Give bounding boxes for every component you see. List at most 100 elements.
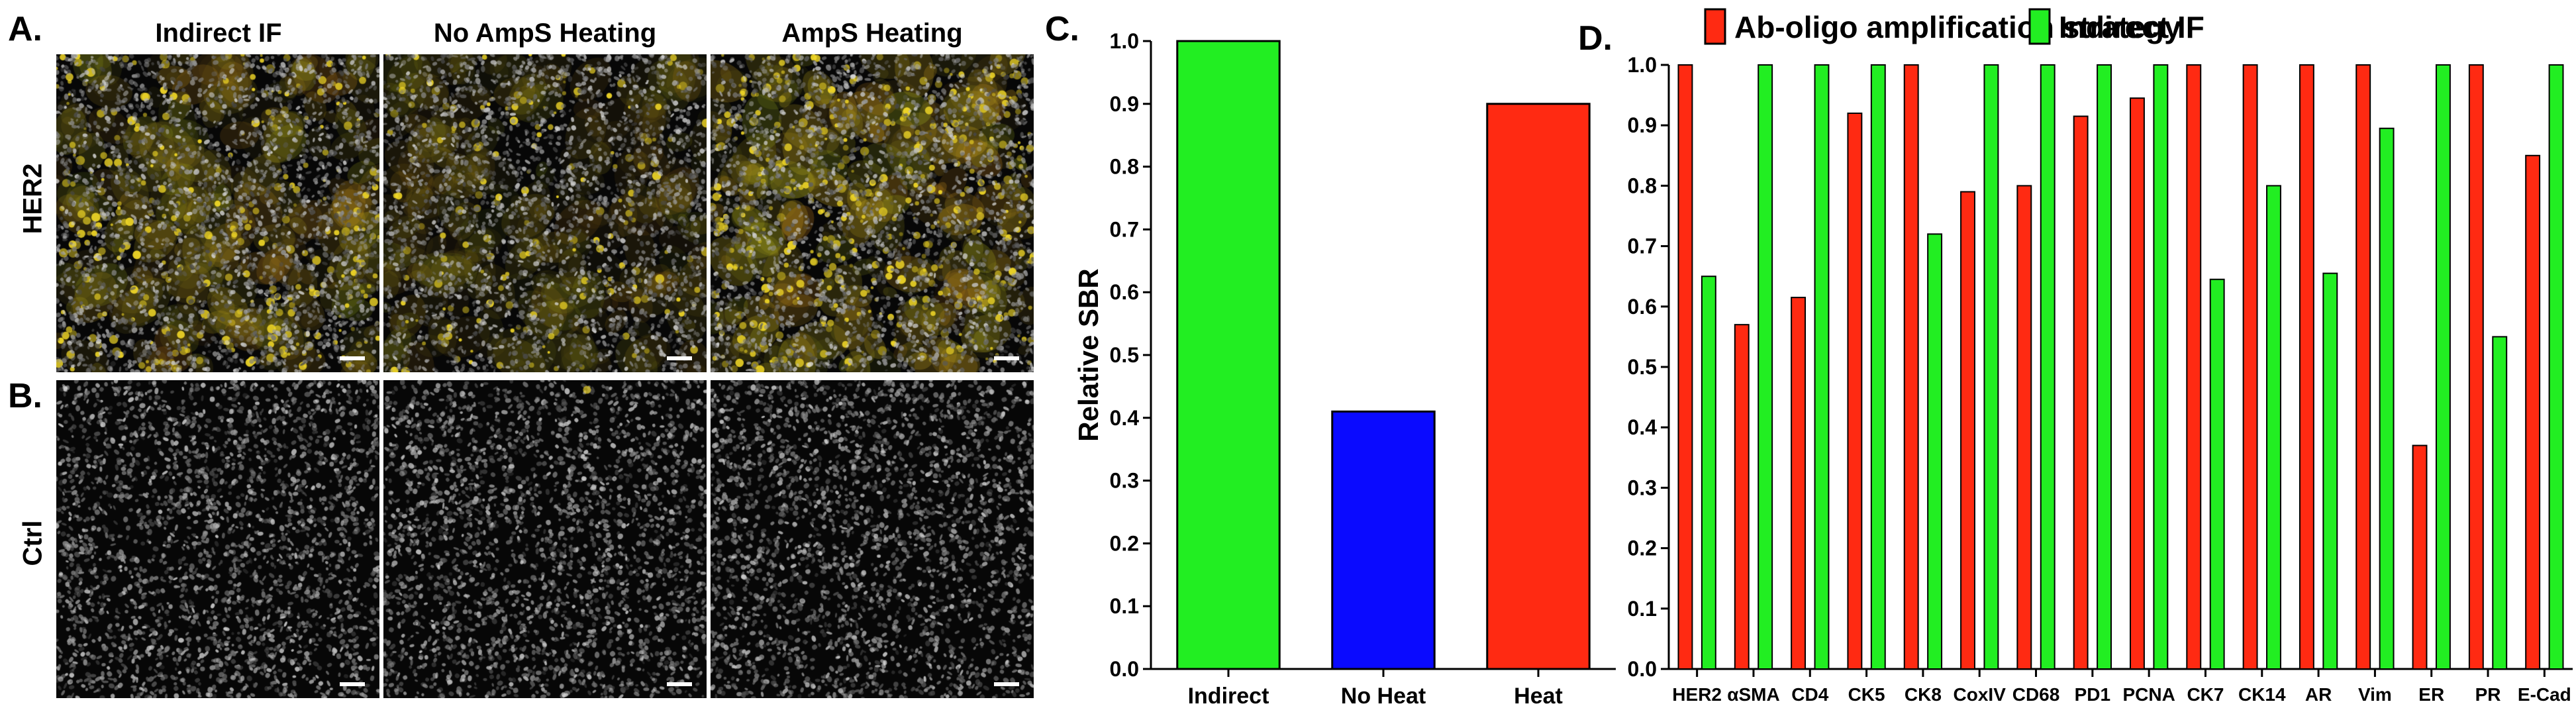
column-label-amps-heating: AmpS Heating [781,19,963,48]
y-tick-label: 0.1 [1628,597,1657,621]
micrograph-ctrl-indirect-if [56,380,379,698]
micrograph-canvas [383,380,707,698]
x-tick-label: CK5 [1848,684,1885,705]
y-tick-label: 0.0 [1628,657,1657,681]
y-axis-label: Relative SBR [1073,268,1104,441]
micrograph-her2-no-amps-heating [383,54,707,372]
micrograph-ctrl-amps-heating [711,380,1034,698]
x-tick-label: CK8 [1905,684,1942,705]
bar-ab-oligo-ck7 [2186,64,2202,670]
bar-indirect-if-ck5 [1870,64,1886,670]
x-tick-label: CD4 [1791,684,1828,705]
x-tick-label: ER [2418,684,2444,705]
micrograph-canvas [56,380,379,698]
row-label-her2: HER2 [18,163,48,234]
x-tick-label: CoxIV [1954,684,2006,705]
column-label-no-amps-heating: No AmpS Heating [433,19,657,48]
bar-ab-oligo-pr [2468,64,2484,670]
bar-indirect-if-pd1 [2097,64,2112,670]
panel-a-letter: A. [8,10,42,48]
chart-c-relative-sbr: 0.0 0.1 0.2 0.3 0.4 0.5 0.6 0.7 0.8 0.9 1.0 Relativ… [1073,29,1616,709]
bar-indirect-if-pcna [2153,64,2169,670]
bar-ab-oligo-αsma [1734,324,1750,670]
y-tick-label: 0.1 [1110,594,1139,618]
y-tick-label: 0.3 [1628,476,1657,499]
bar-ab-oligo-her2 [1677,64,1693,670]
y-tick-label: 0.6 [1110,280,1139,304]
x-tick-label: CD68 [2012,684,2060,705]
bar-ab-oligo-ck8 [1903,64,1919,670]
scale-bar [994,356,1019,360]
legend-label-indirect-if: Indirect IF [2059,10,2204,44]
bar-indirect-if-vim [2379,127,2395,670]
x-tick-label: αSMA [1727,684,1779,705]
x-tick-label: CK7 [2187,684,2224,705]
bar-indirect-if-ck7 [2209,278,2225,670]
x-tick-label: Vim [2358,684,2392,705]
column-label-indirect-if: Indirect IF [155,19,282,48]
scale-bar [340,682,365,686]
x-tick-label: HER2 [1672,684,1722,705]
micrograph-canvas [711,54,1034,372]
x-tick-label: PD1 [2075,684,2110,705]
legend-label-ab-oligo: Ab-oligo amplification strategy [1734,10,2181,44]
x-tick-label: AR [2305,684,2332,705]
y-tick-label: 0.4 [1110,406,1140,430]
bar-ab-oligo-cd4 [1791,297,1807,670]
y-tick-label: 0.2 [1110,531,1139,555]
y-tick-label: 0.2 [1628,537,1657,560]
bar-ab-oligo-pcna [2130,97,2145,670]
legend-swatch-ab-oligo [1704,8,1726,45]
bar-ab-oligo-pd1 [2073,115,2089,670]
chart-d-relative-sbr: Ab-oligo amplification strategyIndirect … [1628,8,2573,705]
y-tick-label: 1.0 [1110,29,1139,53]
bar-indirect-if-ck14 [2266,185,2281,670]
y-tick-label: 0.6 [1628,295,1657,319]
scale-bar [667,356,692,360]
bar-indirect-if-er [2435,64,2451,670]
x-tick-label: E-Cad [2518,684,2571,705]
bar-ab-oligo-ck14 [2242,64,2258,670]
bar-indirect-if-cd4 [1814,64,1830,670]
panel-b-letter: B. [8,377,42,415]
panel-c-letter: C. [1045,10,1079,48]
micrograph-canvas [383,54,707,372]
micrograph-her2-amps-heating [711,54,1034,372]
bar-indirect-if-cd68 [2040,64,2056,670]
bar-ab-oligo-er [2412,444,2428,670]
y-tick-label: 0.7 [1110,217,1139,241]
y-tick-label: 1.0 [1628,53,1657,77]
x-tick-label: Indirect [1188,684,1269,709]
y-tick-label: 0.8 [1628,174,1657,197]
y-tick-label: 0.9 [1110,92,1139,116]
scale-bar [340,356,365,360]
bar-ab-oligo-cd68 [2016,185,2032,670]
micrograph-canvas [711,380,1034,698]
x-tick-label: PCNA [2122,684,2175,705]
bar-indirect-if-αsma [1758,64,1773,670]
scale-bar [667,682,692,686]
y-tick-label: 0.8 [1110,155,1139,179]
y-tick-label: 0.0 [1110,657,1139,681]
x-tick-label: Heat [1514,684,1563,709]
y-tick-label: 0.3 [1110,469,1139,493]
bar-ab-oligo-ck5 [1847,112,1863,670]
bar-heat [1486,103,1591,670]
panel-d-letter: D. [1578,19,1612,58]
bar-indirect-if-ar [2322,272,2338,670]
x-tick-label: CK14 [2238,684,2286,705]
y-tick-label: 0.5 [1110,343,1139,367]
x-tick-label: PR [2475,684,2501,705]
row-label-ctrl: Ctrl [18,520,48,566]
bar-indirect-if-e-cad [2548,64,2564,670]
bar-indirect [1176,40,1281,670]
bar-indirect-if-her2 [1701,276,1716,670]
micrograph-ctrl-no-amps-heating [383,380,707,698]
bar-ab-oligo-coxiv [1960,191,1975,670]
y-tick-label: 0.7 [1628,234,1657,258]
y-tick-label: 0.4 [1628,415,1658,439]
bar-ab-oligo-e-cad [2525,154,2541,670]
micrograph-her2-indirect-if [56,54,379,372]
bar-ab-oligo-ar [2299,64,2314,670]
bar-no-heat [1331,410,1436,670]
